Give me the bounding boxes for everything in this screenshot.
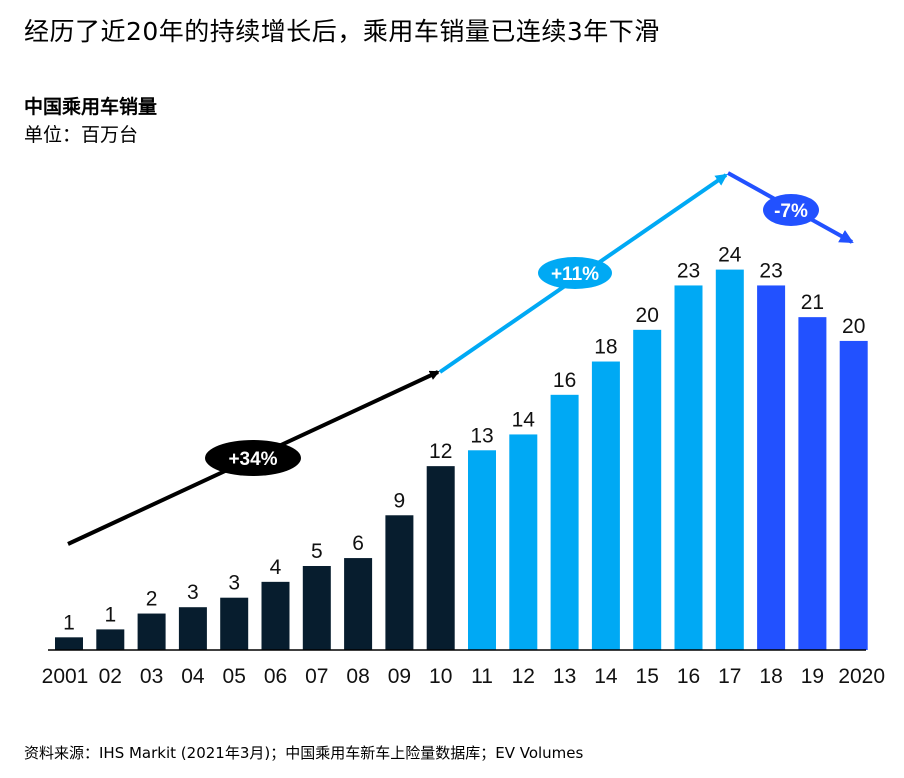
x-tick-17: 17	[718, 665, 741, 688]
data-label-11: 13	[470, 424, 493, 447]
data-label-18: 23	[759, 259, 782, 282]
x-tick-08: 08	[346, 665, 369, 688]
x-tick-04: 04	[181, 665, 205, 688]
bar-09	[385, 515, 414, 650]
source-note: 资料来源：IHS Markit (2021年3月)；中国乘用车新车上险量数据库；…	[24, 744, 584, 762]
bar-02	[96, 629, 125, 650]
headline: 经历了近20年的持续增长后，乘用车销量已连续3年下滑	[24, 17, 660, 46]
x-tick-06: 06	[264, 665, 287, 688]
data-label-09: 9	[394, 489, 406, 512]
x-tick-07: 07	[305, 665, 328, 688]
bar-15	[633, 329, 662, 650]
data-label-2001: 1	[63, 611, 75, 634]
x-tick-16: 16	[677, 665, 700, 688]
unit-label: 单位：百万台	[24, 124, 139, 146]
x-tick-19: 19	[801, 665, 824, 688]
bar-2001	[55, 637, 83, 650]
data-label-10: 12	[429, 440, 452, 463]
x-tick-10: 10	[429, 665, 452, 688]
x-tick-2020: 2020	[838, 665, 885, 688]
data-label-14: 18	[594, 336, 617, 359]
data-label-05: 3	[228, 572, 240, 595]
x-tick-02: 02	[99, 665, 122, 688]
bar-14	[591, 361, 620, 650]
growth-pill-3	[763, 194, 819, 226]
bar-05	[220, 597, 249, 650]
x-tick-09: 09	[388, 665, 411, 688]
data-label-06: 4	[270, 556, 282, 579]
bar-17	[715, 269, 744, 650]
data-label-13: 16	[553, 369, 576, 392]
x-tick-03: 03	[140, 665, 163, 688]
data-label-08: 6	[352, 532, 364, 555]
data-label-04: 3	[187, 581, 199, 604]
bar-16	[674, 285, 703, 650]
bar-10	[426, 466, 455, 650]
x-tick-11: 11	[471, 665, 493, 688]
x-tick-05: 05	[223, 665, 246, 688]
bar-03	[137, 613, 166, 650]
chart-title: 中国乘用车销量	[24, 96, 158, 118]
growth-label-1: +34%	[228, 449, 277, 470]
data-label-02: 1	[104, 603, 116, 626]
x-tick-2001: 2001	[42, 665, 89, 688]
x-tick-14: 14	[594, 665, 618, 688]
data-label-16: 23	[677, 259, 700, 282]
growth-label-3: -7%	[774, 201, 808, 222]
x-tick-12: 12	[512, 665, 535, 688]
bar-04	[178, 607, 207, 650]
data-label-12: 14	[512, 408, 536, 431]
growth-pill-2	[538, 257, 612, 289]
bar-19	[798, 317, 827, 650]
bar-12	[509, 434, 538, 650]
x-tick-13: 13	[553, 665, 576, 688]
data-label-15: 20	[636, 304, 659, 327]
data-label-2020: 20	[842, 315, 865, 338]
bar-06	[261, 581, 290, 650]
x-tick-18: 18	[759, 665, 782, 688]
bar-18	[757, 285, 786, 650]
growth-label-2: +11%	[551, 264, 599, 285]
bar-08	[344, 558, 373, 650]
data-label-17: 24	[718, 244, 742, 267]
growth-pill-1	[205, 440, 301, 476]
bar-13	[550, 394, 579, 650]
bar-11	[468, 450, 496, 650]
data-label-07: 5	[311, 540, 323, 563]
data-label-03: 2	[146, 588, 158, 611]
bar-07	[302, 565, 331, 650]
bar-2020	[839, 340, 868, 650]
data-label-19: 21	[801, 291, 824, 314]
x-tick-15: 15	[636, 665, 659, 688]
